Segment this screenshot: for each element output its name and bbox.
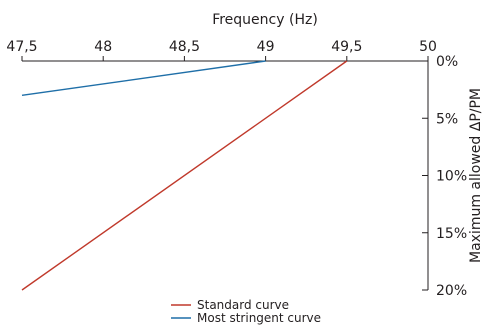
series-line-2 [21, 60, 266, 97]
y-tick-label: 20% [436, 283, 467, 299]
x-axis-title: Frequency (Hz) [212, 12, 318, 28]
x-tick-label: 47,5 [6, 39, 37, 55]
y-tick-label: 5% [436, 111, 458, 127]
x-tick-label: 48 [94, 39, 112, 55]
x-tick-label: 49 [257, 39, 275, 55]
x-tick-label: 50 [419, 39, 437, 55]
series-line-1 [21, 60, 348, 291]
x-tick-label: 48,5 [169, 39, 200, 55]
legend-label-2: Most stringent curve [197, 311, 321, 325]
y-tick-label: 0% [436, 54, 458, 70]
legend-label-1: Standard curve [197, 298, 289, 312]
y-axis-title: Maximum allowed ΔP/PM [468, 88, 484, 263]
y-tick-label: 10% [436, 169, 467, 185]
y-tick-label: 15% [436, 226, 467, 242]
x-tick-label: 49,5 [331, 39, 362, 55]
